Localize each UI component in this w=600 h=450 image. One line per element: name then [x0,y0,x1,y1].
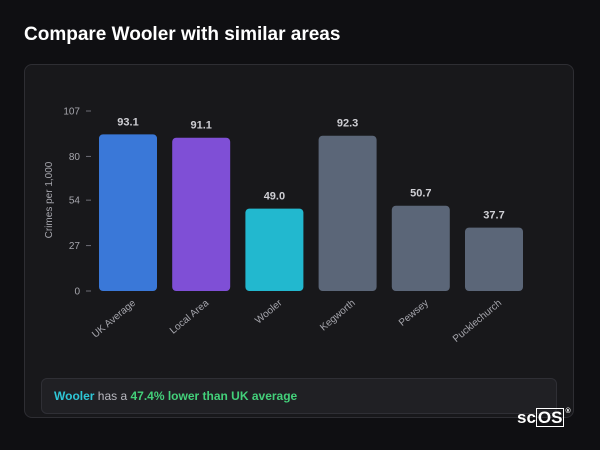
bar-value-label: 93.1 [117,116,138,128]
comparison-summary: Wooler has a 47.4% lower than UK average [41,378,557,414]
x-category-label: Pewsey [397,298,431,329]
x-category-label: Wooler [253,297,285,326]
y-tick-label: 54 [69,196,81,207]
bar-local-area[interactable] [172,137,231,291]
logo-prefix: sc [517,408,536,427]
bar-value-label: 49.0 [264,191,285,203]
bar-uk-average[interactable] [99,134,157,291]
summary-text: has a [94,389,131,403]
y-axis-label: Crimes per 1,000 [44,161,55,238]
y-tick-label: 107 [63,107,80,118]
logo-boxed: OS [535,408,565,427]
bar-kegworth[interactable] [318,135,377,291]
bar-value-label: 91.1 [190,120,211,132]
bar-wooler[interactable] [245,208,304,291]
x-category-label: Pucklechurch [451,298,504,345]
bar-value-label: 50.7 [410,188,431,200]
x-category-label: Kegworth [318,298,357,334]
bar-pewsey[interactable] [391,205,450,291]
y-tick-label: 0 [74,287,80,298]
y-tick-label: 27 [69,241,81,252]
bar-value-label: 92.3 [337,118,358,130]
x-category-label: Local Area [168,298,212,337]
summary-difference: 47.4% lower than UK average [130,389,298,403]
bar-pucklechurch[interactable] [465,227,523,291]
logo-reg: ® [565,408,571,415]
y-tick-label: 80 [69,152,81,163]
x-category-label: UK Average [90,297,138,340]
summary-area-name: Wooler [54,389,95,403]
page-title: Compare Wooler with similar areas [24,24,341,45]
bar-value-label: 37.7 [483,210,504,222]
scos-logo: sc OS ® [517,408,571,428]
